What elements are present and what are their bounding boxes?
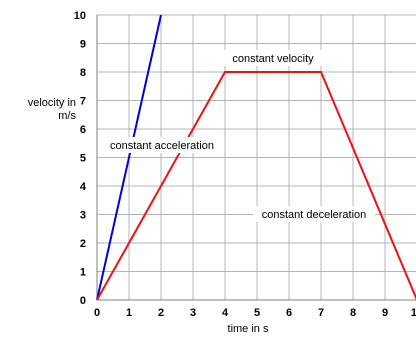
- annotation-bg-acceleration: [100, 137, 224, 153]
- annotation-bg-deceleration: [253, 206, 375, 222]
- x-tick-label: 6: [286, 307, 292, 319]
- x-tick-label: 4: [222, 307, 229, 319]
- x-tick-label: 10: [411, 307, 416, 319]
- y-tick-label: 5: [80, 153, 86, 165]
- grid-lines: [97, 14, 416, 300]
- annotation-constant-velocity: constant velocity: [232, 53, 314, 65]
- y-tick-label: 8: [80, 67, 86, 79]
- y-tick-label: 10: [74, 10, 86, 22]
- y-tick-label: 2: [80, 238, 86, 250]
- x-tick-label: 1: [126, 307, 132, 319]
- x-tick-label: 8: [350, 307, 356, 319]
- y-tick-label: 1: [80, 267, 86, 279]
- x-tick-label: 7: [318, 307, 324, 319]
- x-tick-label: 9: [382, 307, 388, 319]
- y-axis-title-line-2: m/s: [58, 110, 76, 122]
- x-axis-title: time in s: [228, 323, 269, 332]
- y-tick-label: 6: [80, 124, 86, 136]
- y-axis-title-line-1: velocity in: [28, 97, 76, 109]
- series-line-2: [96, 71, 416, 301]
- x-tick-label: 3: [190, 307, 196, 319]
- x-tick-label: 2: [158, 307, 164, 319]
- y-tick-label: 9: [80, 39, 86, 51]
- y-tick-label: 7: [80, 96, 86, 108]
- x-tick-label: 5: [254, 307, 260, 319]
- tick-labels: 0 1 2 3 4 5 6 7 8 9 10 0 1 2 3 4 5 6 7 8 9 10: [74, 10, 416, 319]
- x-tick-label: 0: [94, 307, 100, 319]
- annotation-constant-deceleration: constant deceleration: [262, 209, 367, 221]
- y-tick-label: 4: [80, 181, 87, 193]
- axes: [96, 15, 416, 301]
- series-lines: [96, 14, 416, 301]
- annotation-bg-velocity: [222, 50, 324, 66]
- y-tick-label: 0: [80, 295, 86, 307]
- y-tick-label: 3: [80, 210, 86, 222]
- series-line-1: [96, 14, 162, 301]
- annotation-constant-acceleration: constant acceleration: [110, 140, 214, 152]
